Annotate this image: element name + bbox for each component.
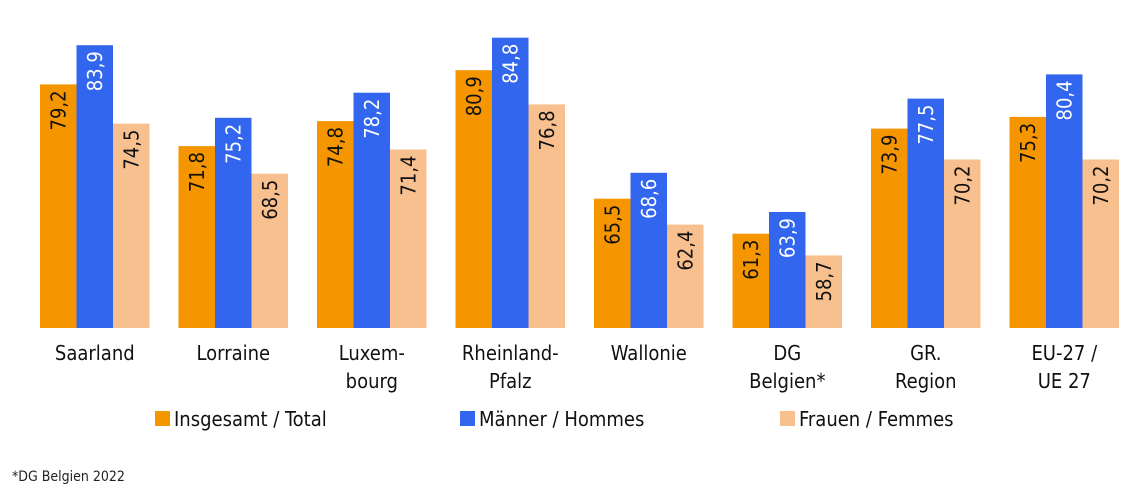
category-label: Luxem-bourg (339, 341, 405, 393)
bar-value-label: 71,8 (185, 152, 209, 192)
bar (492, 37, 529, 328)
legend-label: Insgesamt / Total (174, 407, 327, 431)
category-label: Saarland (55, 341, 135, 365)
bar (805, 255, 842, 328)
category-label: EU-27 /UE 27 (1031, 341, 1098, 393)
bar-value-label: 79,2 (46, 90, 70, 130)
legend: Insgesamt / Total Männer / Hommes Frauen /… (155, 407, 954, 431)
bar-value-label: 74,8 (323, 127, 347, 167)
bar-value-label: 63,9 (775, 218, 799, 258)
category-label: GR. Region (895, 341, 957, 393)
bar (317, 121, 354, 328)
bar (113, 123, 150, 328)
bar (76, 45, 113, 328)
bar (594, 198, 631, 328)
bar (251, 173, 288, 328)
value-labels-group: 79,2 83,9 74,5 71,8 75,2 68,5 74,8 78,2 71,4 80,9… (46, 44, 1113, 302)
category-label: Rheinland-Pfalz (462, 341, 559, 393)
bar (871, 128, 908, 328)
bar-value-label: 84,8 (498, 44, 522, 84)
bar (390, 149, 427, 328)
bar-value-label: 71,4 (396, 156, 420, 196)
bar (944, 159, 981, 328)
footnote: *DG Belgien 2022 (12, 469, 125, 485)
category-label: Wallonie (611, 341, 687, 365)
bar-value-label: 80,9 (462, 76, 486, 116)
bar (178, 146, 215, 328)
bar (769, 212, 806, 328)
bar-value-label: 73,9 (877, 135, 901, 175)
bar (1009, 116, 1046, 329)
category-labels-group: Saarland Lorraine Luxem-bourg Rheinland-Pfa… (55, 341, 1098, 393)
bar-value-label: 74,5 (119, 130, 143, 170)
category-label: DG Belgien* (749, 341, 825, 393)
bar (630, 172, 667, 328)
bar-value-label: 61,3 (739, 240, 763, 280)
bar (907, 98, 944, 328)
bar-value-label: 68,6 (637, 179, 661, 219)
bar (215, 117, 252, 328)
bar (732, 233, 769, 328)
legend-label: Frauen / Femmes (799, 407, 954, 431)
legend-swatch (460, 411, 475, 426)
category-label: Lorraine (196, 341, 270, 365)
bar-value-label: 65,5 (600, 205, 624, 245)
bar (40, 84, 77, 329)
bar-value-label: 70,2 (950, 166, 974, 206)
bar (1082, 159, 1119, 328)
bar (1046, 74, 1083, 329)
bar-value-label: 78,2 (360, 99, 384, 139)
bar-value-label: 75,2 (221, 124, 245, 164)
bar (353, 92, 390, 328)
bar-value-label: 58,7 (812, 261, 836, 301)
bar-value-label: 70,2 (1089, 166, 1113, 206)
legend-swatch (155, 411, 170, 426)
bar-value-label: 62,4 (673, 231, 697, 271)
bar-value-label: 76,8 (535, 110, 559, 150)
bar (455, 70, 492, 328)
bar-value-label: 68,5 (258, 180, 282, 220)
bar-value-label: 77,5 (914, 105, 938, 145)
bars-group (40, 37, 1119, 329)
bar-value-label: 75,3 (1016, 123, 1040, 163)
bar (667, 224, 704, 328)
legend-swatch (780, 411, 795, 426)
bar (528, 104, 565, 329)
bar-value-label: 80,4 (1052, 80, 1076, 120)
bar-value-label: 83,9 (83, 51, 107, 91)
legend-label: Männer / Hommes (479, 407, 644, 431)
